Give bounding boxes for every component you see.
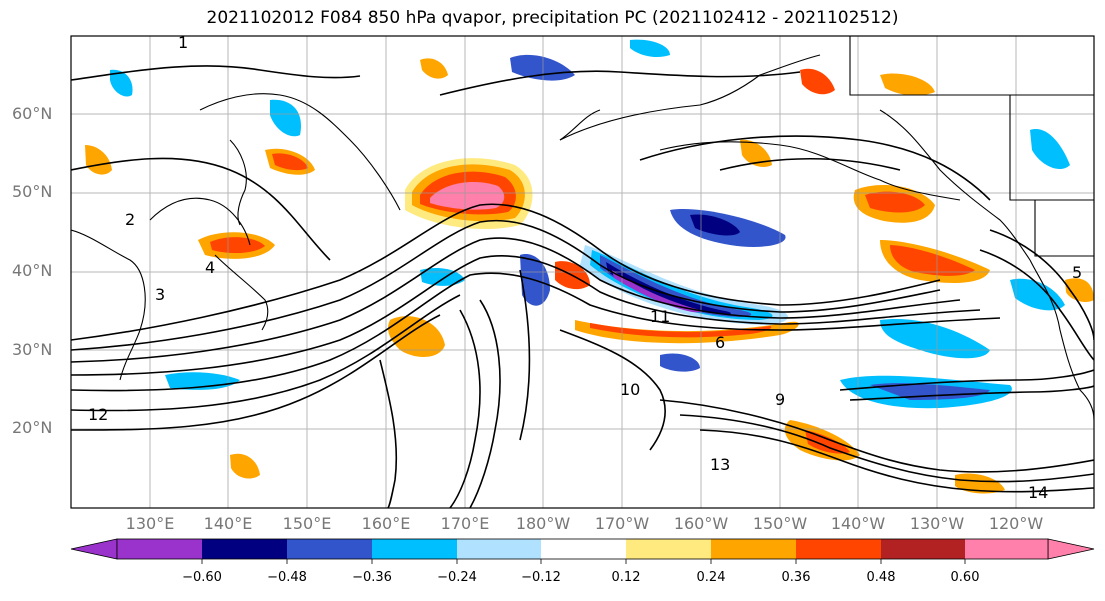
lon-label-180w: 180°W: [515, 514, 571, 533]
colorbar-tick-label: 0.12: [611, 570, 641, 585]
lon-label-170w: 170°W: [594, 514, 650, 533]
lat-label-20n: 20°N: [12, 418, 53, 437]
lat-label-50n: 50°N: [12, 182, 53, 201]
colorbar-tick-label: −0.24: [437, 570, 477, 585]
colorbar-segment: [372, 539, 457, 559]
contour-label-3: 3: [155, 285, 165, 304]
contour-label-5: 5: [1072, 263, 1082, 282]
colorbar-segment: [457, 539, 541, 559]
colorbar-segment: [202, 539, 287, 559]
colorbar-tick-label: −0.60: [182, 570, 222, 585]
contour-label-14: 14: [1028, 483, 1048, 502]
colorbar-segment: [881, 539, 965, 559]
colorbar-segment: [796, 539, 881, 559]
contour-label-13: 13: [710, 455, 730, 474]
map-area: 1 2 3 4 5 6 9 10 11 12 13 14: [71, 33, 1094, 508]
colorbar-segment: [965, 539, 1048, 559]
colorbar-tick-label: 0.36: [781, 570, 811, 585]
colorbar-segment: [626, 539, 711, 559]
qvapor-contours: [71, 65, 1094, 508]
colorbar-tick-label: 0.48: [866, 570, 896, 585]
lon-label-140e: 140°E: [203, 514, 253, 533]
lat-label-60n: 60°N: [12, 104, 53, 123]
lon-label-130w: 130°W: [909, 514, 965, 533]
colorbar: [70, 538, 1095, 564]
contour-label-6: 6: [715, 333, 725, 352]
lon-label-120w: 120°W: [988, 514, 1044, 533]
colorbar-extend-min: [70, 538, 118, 560]
contour-label-11: 11: [650, 307, 670, 326]
lon-label-140w: 140°W: [830, 514, 886, 533]
colorbar-tick-label: 0.60: [950, 570, 980, 585]
lat-label-40n: 40°N: [12, 261, 53, 280]
contour-label-2: 2: [125, 210, 135, 229]
lon-label-170e: 170°E: [440, 514, 490, 533]
lon-label-160w: 160°W: [673, 514, 729, 533]
chart-title: 2021102012 F084 850 hPa qvapor, precipit…: [206, 8, 899, 28]
contour-labels: 1 2 3 4 5 6 9 10 11 12 13 14: [88, 33, 1082, 502]
coastlines: [71, 36, 1094, 421]
colorbar-tick-label: −0.12: [521, 570, 561, 585]
lon-label-160e: 160°E: [361, 514, 411, 533]
colorbar-tick-label: 0.24: [696, 570, 726, 585]
colorbar-segment: [541, 539, 626, 559]
colorbar-segment: [117, 539, 202, 559]
colorbar-tick-label: −0.48: [267, 570, 307, 585]
colorbar-tick-label: −0.36: [352, 570, 392, 585]
lat-label-30n: 30°N: [12, 340, 53, 359]
contour-label-10: 10: [620, 380, 640, 399]
contour-label-12: 12: [88, 405, 108, 424]
colorbar-segment: [287, 539, 372, 559]
lon-label-150e: 150°E: [282, 514, 332, 533]
lon-label-130e: 130°E: [125, 514, 175, 533]
contour-label-9: 9: [775, 390, 785, 409]
contour-label-4: 4: [205, 258, 215, 277]
colorbar-segment: [711, 539, 796, 559]
map-frame: [70, 35, 1095, 509]
lon-label-150w: 150°W: [752, 514, 808, 533]
colorbar-extend-max: [1047, 538, 1095, 560]
contour-label-1: 1: [178, 33, 188, 52]
